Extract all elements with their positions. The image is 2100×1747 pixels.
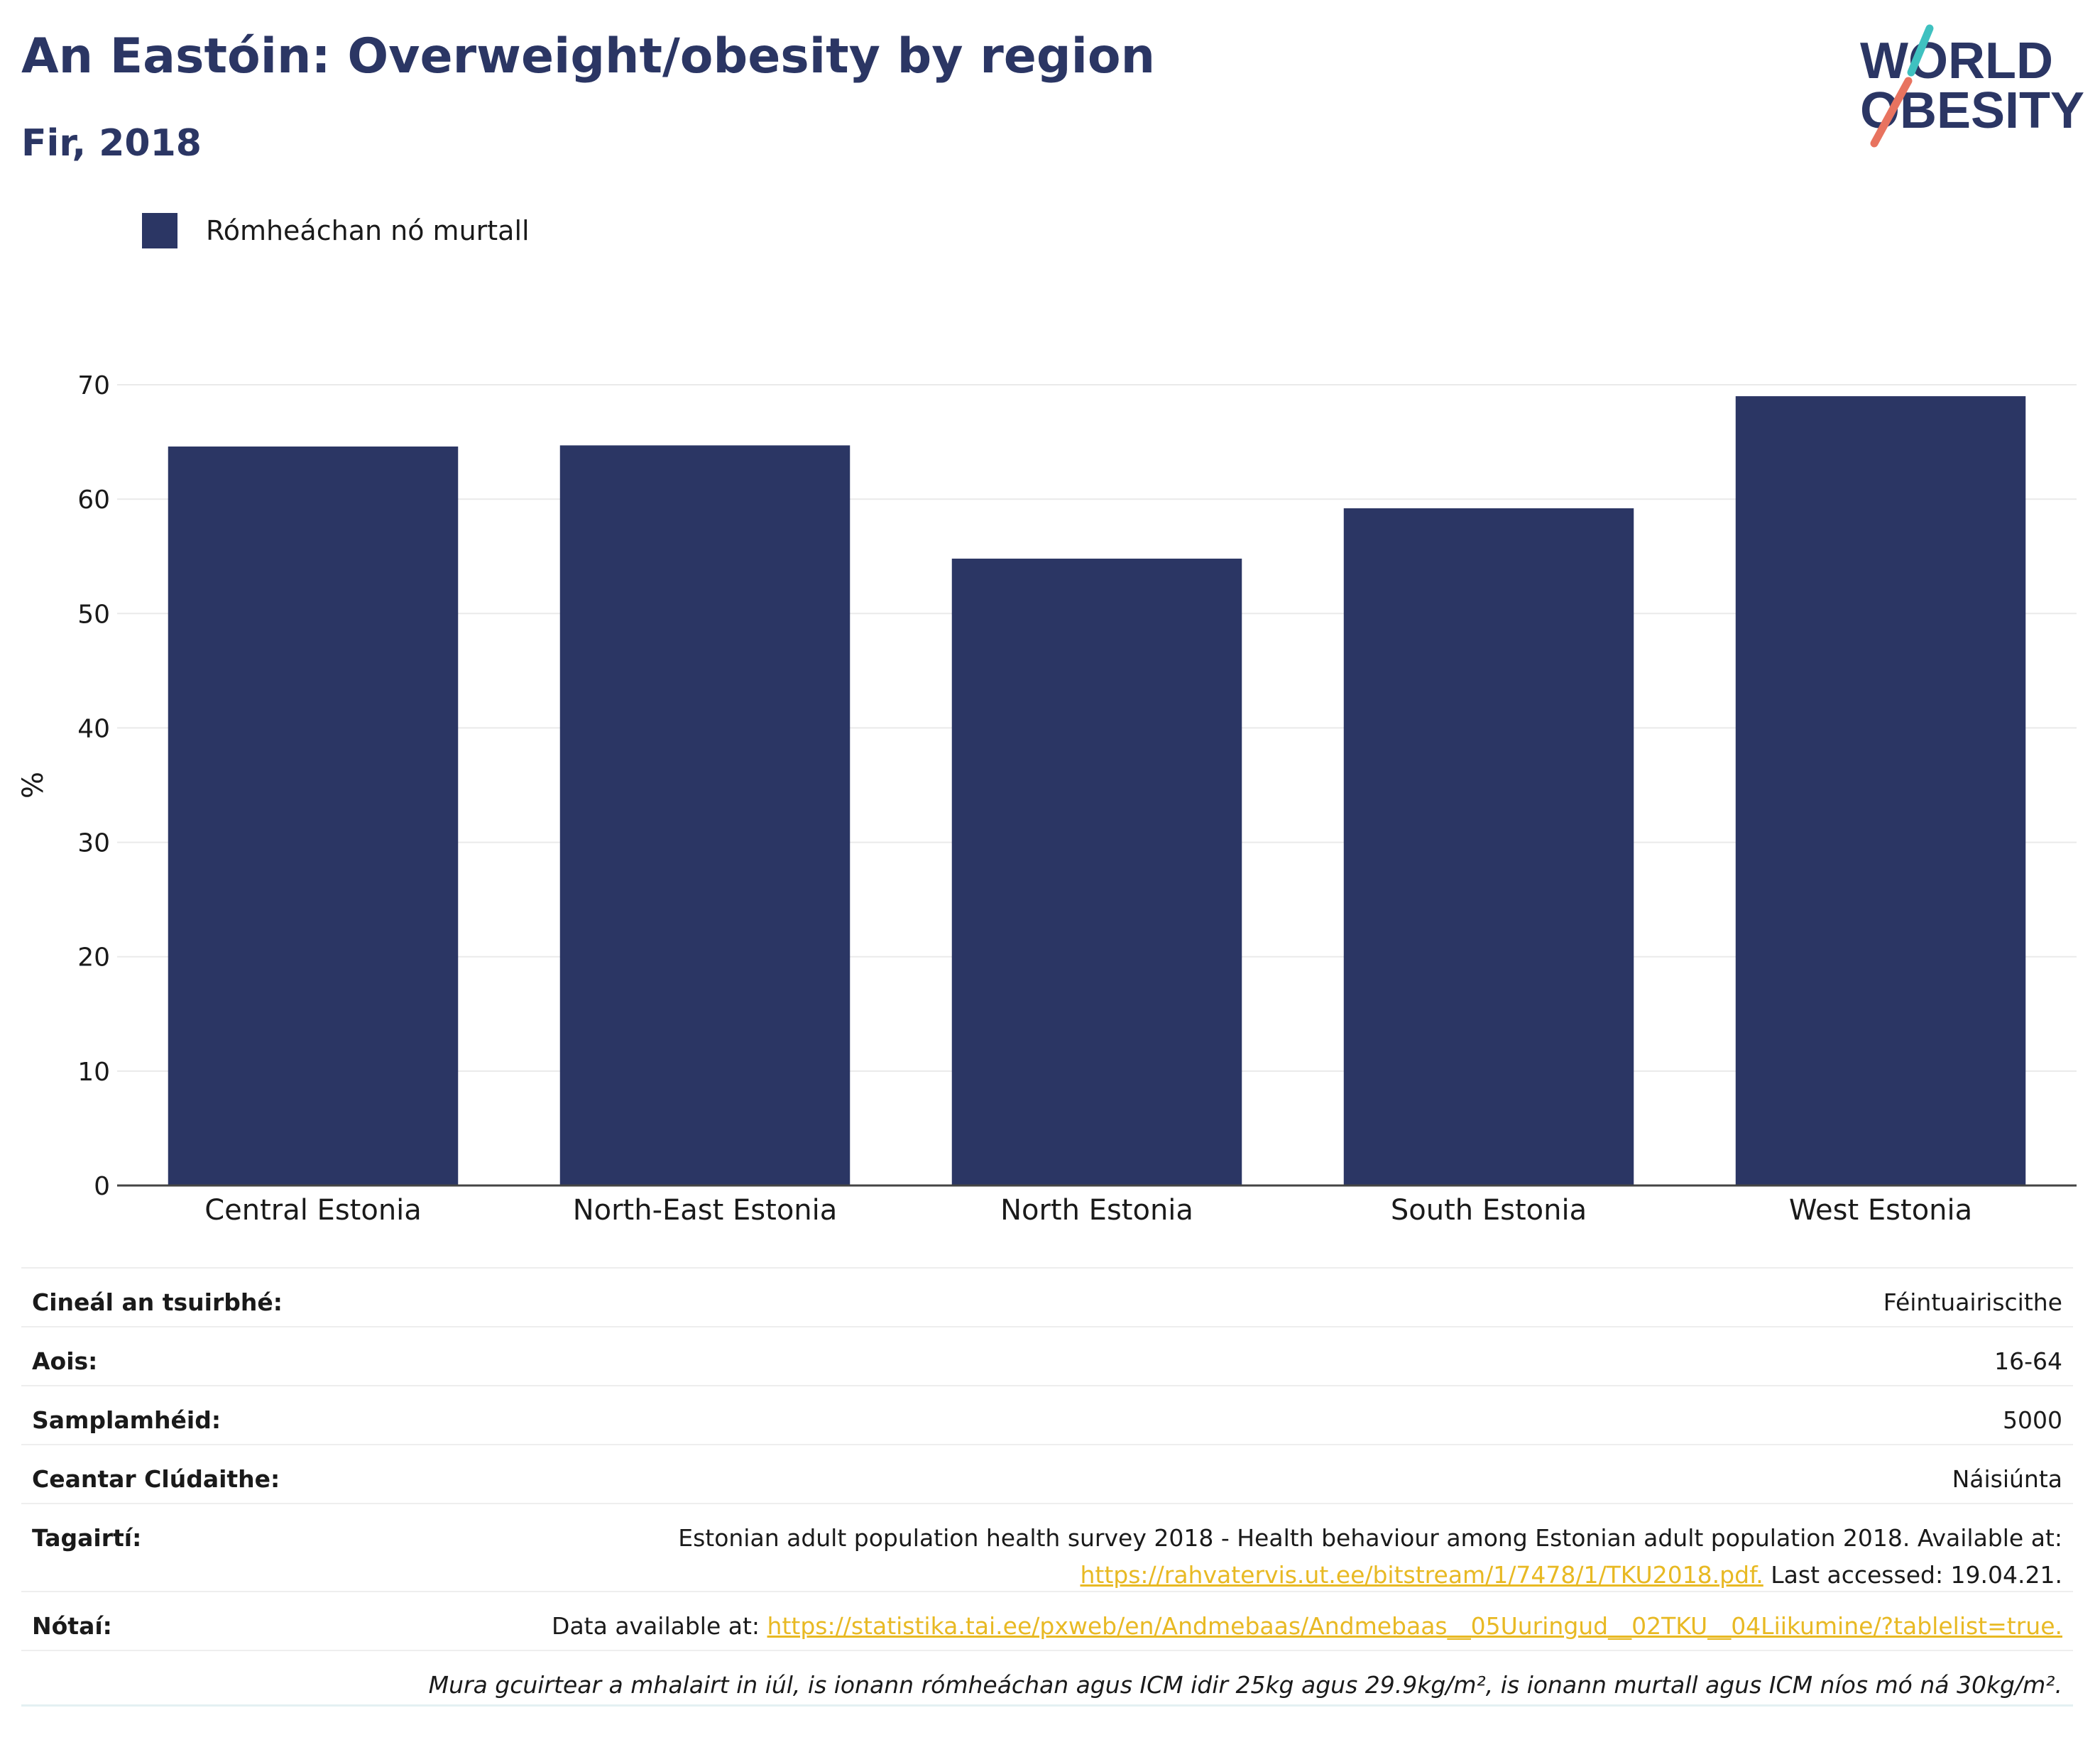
legend-label: Rómheáchan nó murtall [206,215,530,246]
bar [1735,396,2026,1185]
chart-subtitle: Fir, 2018 [21,122,202,165]
x-tick-label: Central Estonia [204,1194,422,1227]
chart-legend: Rómheáchan nó murtall [142,209,530,252]
bar-chart: 0 10 20 30 40 50 60 70 Central Estonia North-East… [17,371,2077,1227]
notes-label: Nótaí: [32,1612,112,1640]
world-obesity-logo: WORLD OBESITY [1860,24,2084,148]
y-tick-label: 20 [77,943,110,973]
meta-row-coverage: Ceantar Clúdaithe: Náisiúnta [21,1444,2073,1503]
metadata-table: Cineál an tsuirbhé: Féintuairiscithe Aoi… [21,1267,2073,1707]
references-label: Tagairtí: [32,1524,142,1552]
y-tick-label: 0 [94,1172,110,1201]
y-tick-label: 40 [77,714,110,743]
meta-row-references: Tagairtí: Estonian adult population heal… [21,1503,2073,1591]
references-value: Estonian adult population health survey … [678,1520,2062,1594]
x-tick-label: South Estonia [1391,1194,1587,1227]
y-tick-label: 50 [77,600,110,629]
logo-line1: WORLD [1860,33,2053,89]
references-suffix: Last accessed: 19.04.21. [1763,1561,2062,1589]
coverage-label: Ceantar Clúdaithe: [32,1465,280,1493]
x-tick-label: North Estonia [1000,1194,1193,1227]
meta-row-age: Aois: 16-64 [21,1326,2073,1385]
references-link[interactable]: https://rahvatervis.ut.ee/bitstream/1/74… [1080,1561,1763,1589]
survey-type-value: Féintuairiscithe [1883,1288,2062,1316]
y-tick-label: 30 [77,829,110,858]
meta-row-survey-type: Cineál an tsuirbhé: Féintuairiscithe [21,1267,2073,1326]
meta-row-sample-size: Samplamhéid: 5000 [21,1385,2073,1444]
age-label: Aois: [32,1347,98,1375]
y-tick-label: 70 [77,371,110,400]
x-tick-label: North-East Estonia [573,1194,838,1227]
bar [1343,508,1634,1185]
sample-size-value: 5000 [2003,1406,2062,1434]
references-text: Estonian adult population health survey … [678,1524,2062,1552]
meta-row-notes: Nótaí: Data available at: https://statis… [21,1591,2073,1650]
bar [951,558,1242,1185]
y-tick-label: 10 [77,1058,110,1087]
bar [168,447,459,1186]
survey-type-label: Cineál an tsuirbhé: [32,1288,283,1316]
logo-line2: OBESITY [1860,82,2084,139]
x-tick-label: West Estonia [1789,1194,1972,1227]
legend-swatch [142,213,177,248]
sample-size-label: Samplamhéid: [32,1406,222,1434]
coverage-value: Náisiúnta [1952,1465,2062,1493]
footnote-text: Mura gcuirtear a mhalairt in iúl, is ion… [428,1671,2062,1699]
meta-row-footnote: Mura gcuirtear a mhalairt in iúl, is ion… [21,1650,2073,1707]
notes-value: Data available at: https://statistika.ta… [552,1608,2062,1645]
y-axis-title: % [17,772,50,799]
chart-title: An Eastóin: Overweight/obesity by region [21,28,1156,84]
bar [559,445,851,1185]
age-value: 16-64 [1994,1347,2062,1375]
notes-prefix: Data available at: [552,1612,767,1640]
notes-link[interactable]: https://statistika.tai.ee/pxweb/en/Andme… [767,1612,2062,1640]
y-tick-label: 60 [77,486,110,515]
